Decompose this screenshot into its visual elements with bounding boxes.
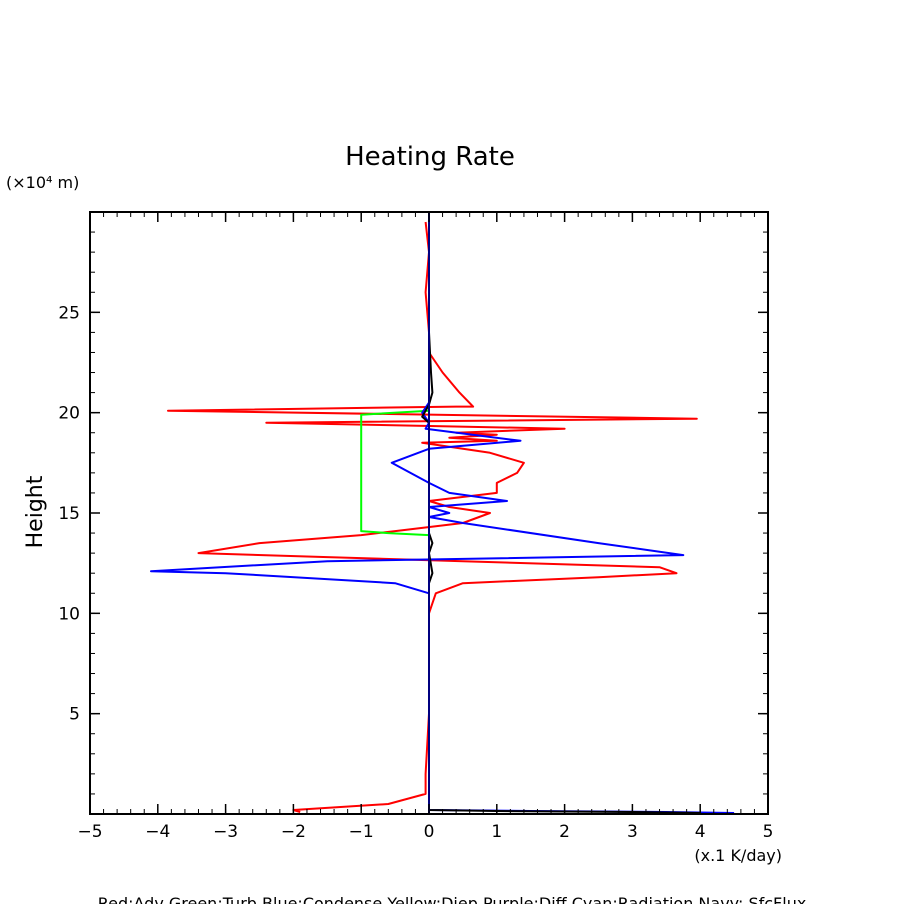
- x-tick-label: −1: [349, 822, 374, 842]
- y-tick-label: 5: [69, 705, 80, 725]
- series-layer: [150, 212, 735, 814]
- x-tick-label: 4: [695, 822, 706, 842]
- series-line-1: [360, 409, 430, 537]
- x-tick-label: −5: [77, 822, 102, 842]
- series-line-3: [421, 222, 701, 814]
- legend-text: Red:Adv Green:Turb Blue:Condense Yellow:…: [98, 894, 807, 904]
- y-tick-label: 20: [58, 404, 80, 424]
- y-axis-unit: (×10⁴ m): [6, 173, 79, 192]
- x-tick-label: 1: [491, 822, 502, 842]
- y-axis-label: Height: [23, 475, 48, 548]
- x-tick-label: 3: [627, 822, 638, 842]
- x-tick-label: 2: [559, 822, 570, 842]
- ticks-layer: −5 −4 −3 −2 −1 0 1 2 3 4 5 5 10 15 20 25: [58, 211, 774, 842]
- x-tick-label: −4: [145, 822, 170, 842]
- y-tick-label: 15: [58, 504, 80, 524]
- x-tick-label: 0: [424, 822, 435, 842]
- series-line-2: [150, 222, 735, 814]
- x-tick-label: −3: [213, 822, 238, 842]
- chart-title: Heating Rate: [345, 142, 515, 172]
- y-tick-label: 25: [58, 303, 80, 323]
- plot-area: −5 −4 −3 −2 −1 0 1 2 3 4 5 5 10 15 20 25: [58, 211, 774, 842]
- series-line-0: [167, 221, 698, 813]
- x-tick-label: 5: [763, 822, 774, 842]
- x-axis-unit: (x.1 K/day): [694, 846, 782, 865]
- y-tick-label: 10: [58, 604, 80, 624]
- x-tick-label: −2: [281, 822, 306, 842]
